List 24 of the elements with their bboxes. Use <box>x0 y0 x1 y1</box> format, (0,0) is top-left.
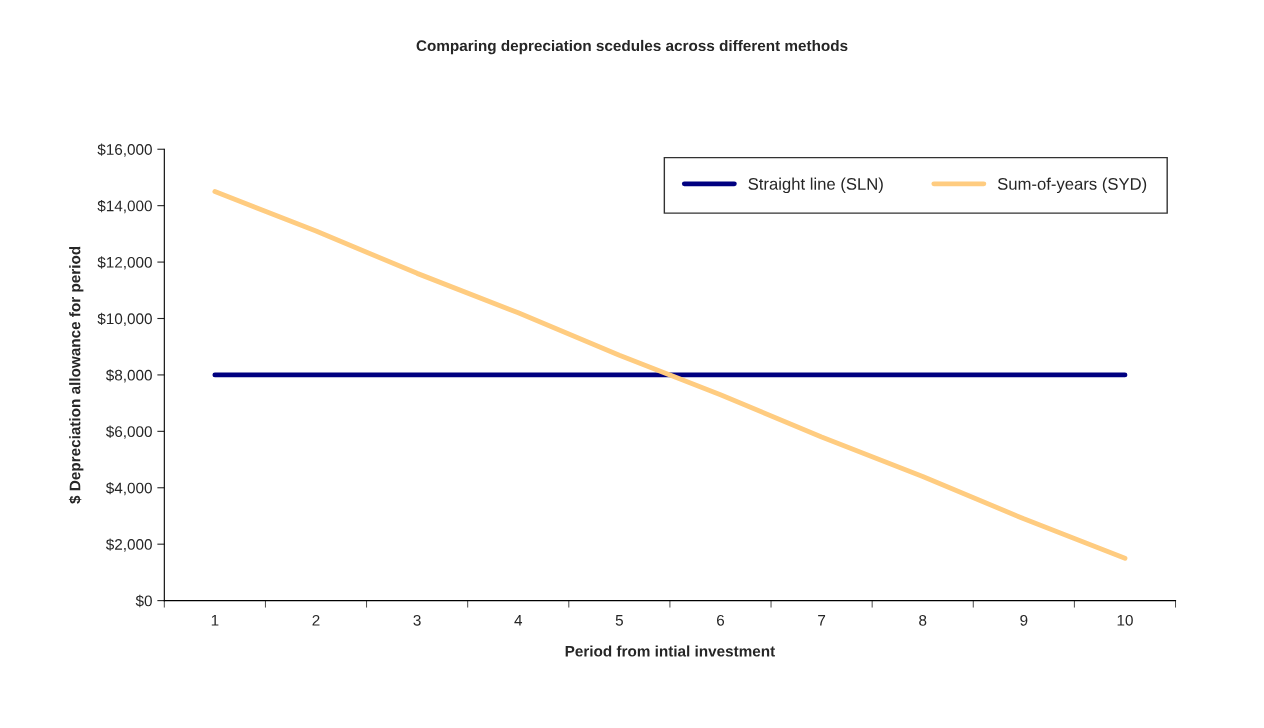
x-tick-label: 4 <box>514 615 523 626</box>
y-tick-label: $14,000 <box>97 199 152 214</box>
x-tick-label: 9 <box>1020 614 1028 626</box>
y-tick-label: $2,000 <box>105 538 152 552</box>
x-tick-label: 6 <box>717 614 725 626</box>
x-tick-label: 2 <box>312 614 320 626</box>
legend-label: Straight line (SLN) <box>748 177 883 194</box>
x-axis-title: Period from intial investment <box>565 645 775 657</box>
y-tick-label: $8,000 <box>105 369 152 383</box>
y-tick-label: $4,000 <box>105 481 152 496</box>
y-tick-label: $6,000 <box>105 425 152 439</box>
y-tick-label: $0 <box>135 594 152 608</box>
x-tick-label: 10 <box>1117 614 1133 626</box>
legend-label: Sum-of-years (SYD) <box>997 177 1147 194</box>
y-tick-label: $10,000 <box>97 312 152 326</box>
y-tick-label: $16,000 <box>97 143 152 157</box>
y-axis-title: $ Depreciation allowance for period <box>68 246 84 504</box>
y-tick-label: $12,000 <box>97 256 152 270</box>
x-tick-label: 3 <box>413 614 421 626</box>
x-tick-label: 8 <box>919 614 927 626</box>
x-tick-label: 7 <box>818 615 826 626</box>
x-tick-label: 1 <box>211 615 219 626</box>
chart-title: Comparing depreciation scedules across different methods <box>416 39 848 55</box>
x-tick-label: 5 <box>615 615 623 626</box>
